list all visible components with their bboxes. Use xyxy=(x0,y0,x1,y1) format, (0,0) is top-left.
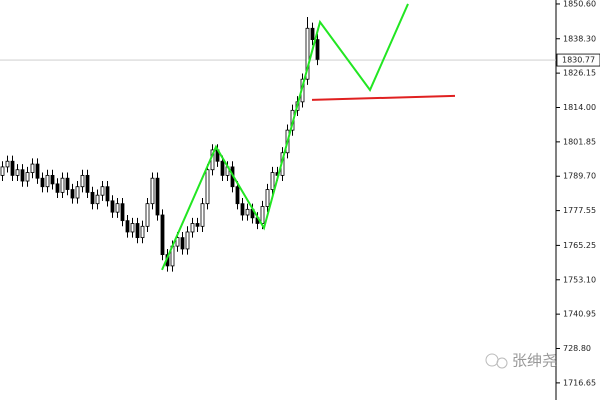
y-tick-label: 1777.55 xyxy=(563,206,596,215)
trend-line xyxy=(311,94,456,101)
candle-body xyxy=(105,186,110,202)
candle-body xyxy=(50,174,55,185)
candle-body xyxy=(55,183,60,193)
y-tick-label: 1789.70 xyxy=(563,172,596,181)
y-tick-label: 1801.85 xyxy=(563,137,596,146)
candle-body xyxy=(310,27,315,41)
candle-body xyxy=(265,189,270,207)
y-tick-label: 728.80 xyxy=(563,344,591,353)
candle-body xyxy=(150,177,155,205)
candle-body xyxy=(40,177,45,188)
candle-body xyxy=(30,163,35,173)
candle-body xyxy=(130,223,135,233)
candle-body xyxy=(110,200,115,213)
candle-body xyxy=(235,186,240,205)
candle-body xyxy=(35,163,40,179)
candle-body xyxy=(135,223,140,239)
candle-body xyxy=(180,237,185,250)
candle-body xyxy=(25,172,30,182)
candle-body xyxy=(90,191,95,205)
y-tick-label: 1765.25 xyxy=(563,241,596,250)
watermark-icon xyxy=(496,357,508,369)
candle-body xyxy=(125,220,130,233)
y-tick-label: 1814.00 xyxy=(563,103,596,112)
candle-body xyxy=(195,223,200,227)
candle-body xyxy=(100,186,105,196)
candle-body xyxy=(185,231,190,250)
watermark-text: 张绅尧 xyxy=(512,352,557,370)
candle-body xyxy=(140,225,145,239)
trend-line xyxy=(161,3,409,271)
y-tick-label: 1838.30 xyxy=(563,34,596,43)
y-tick-label: 1716.65 xyxy=(563,378,596,387)
watermark: 张绅尧 xyxy=(485,352,557,370)
candle-body xyxy=(80,174,85,188)
candle-body xyxy=(45,174,50,188)
candle-body xyxy=(205,169,210,205)
candle-body xyxy=(155,177,160,216)
candle-body xyxy=(60,177,65,193)
candle-body xyxy=(10,160,15,176)
candle-body xyxy=(120,203,125,222)
candle-body xyxy=(260,206,265,224)
y-tick-label: 1740.95 xyxy=(563,310,596,319)
candle-body xyxy=(15,169,20,176)
candle-body xyxy=(270,172,275,190)
candle-body xyxy=(95,194,100,205)
candle-body xyxy=(115,203,120,213)
candle-body xyxy=(175,237,180,247)
last-price-label: 1830.77 xyxy=(562,56,595,65)
candle-body xyxy=(65,177,70,190)
candle-body xyxy=(245,208,250,216)
candle-body xyxy=(70,189,75,199)
candle-body xyxy=(145,203,150,227)
candle-body xyxy=(315,39,320,60)
candle-body xyxy=(190,223,195,233)
candle-body xyxy=(20,169,25,182)
y-tick-label: 1826.15 xyxy=(563,69,596,78)
watermark-icon xyxy=(485,353,499,367)
candle-body xyxy=(220,160,225,176)
candle-body xyxy=(240,203,245,216)
candle-body xyxy=(305,27,310,80)
candle-body xyxy=(5,160,10,168)
candle-body xyxy=(85,174,90,193)
last-price-box xyxy=(556,53,600,67)
candle-body xyxy=(0,166,5,176)
candle-body xyxy=(160,214,165,255)
y-tick-label: 1753.10 xyxy=(563,275,596,284)
candle-body xyxy=(200,203,205,227)
candle-body xyxy=(75,186,80,199)
y-tick-label: 1850.60 xyxy=(563,0,596,8)
